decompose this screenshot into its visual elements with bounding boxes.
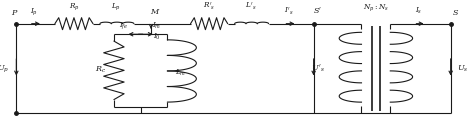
Text: $R'_s$: $R'_s$ [203,1,215,12]
Text: $L_p$: $L_p$ [111,1,121,12]
Text: $I'_s$: $I'_s$ [284,6,294,17]
Text: $I_{fe}$: $I_{fe}$ [119,20,129,31]
Text: $R_p$: $R_p$ [69,1,80,12]
Text: $I_s$: $I_s$ [415,6,423,16]
Text: $I_p$: $I_p$ [29,6,37,17]
Text: $U_s$: $U_s$ [456,63,468,74]
Text: $U_p$: $U_p$ [0,63,9,74]
Text: $L_m$: $L_m$ [175,68,186,78]
Text: $U'_s$: $U'_s$ [311,63,325,74]
Text: $S'$: $S'$ [313,6,322,16]
Text: $P$: $P$ [11,8,19,17]
Text: $N_p : N_s$: $N_p : N_s$ [364,2,389,13]
Text: $S$: $S$ [452,8,459,17]
Text: $I_0$: $I_0$ [153,32,161,42]
Text: $R_c$: $R_c$ [95,65,107,75]
Text: $L'_s$: $L'_s$ [245,1,256,12]
Text: $I_m$: $I_m$ [153,20,162,31]
Text: $M$: $M$ [150,7,161,16]
